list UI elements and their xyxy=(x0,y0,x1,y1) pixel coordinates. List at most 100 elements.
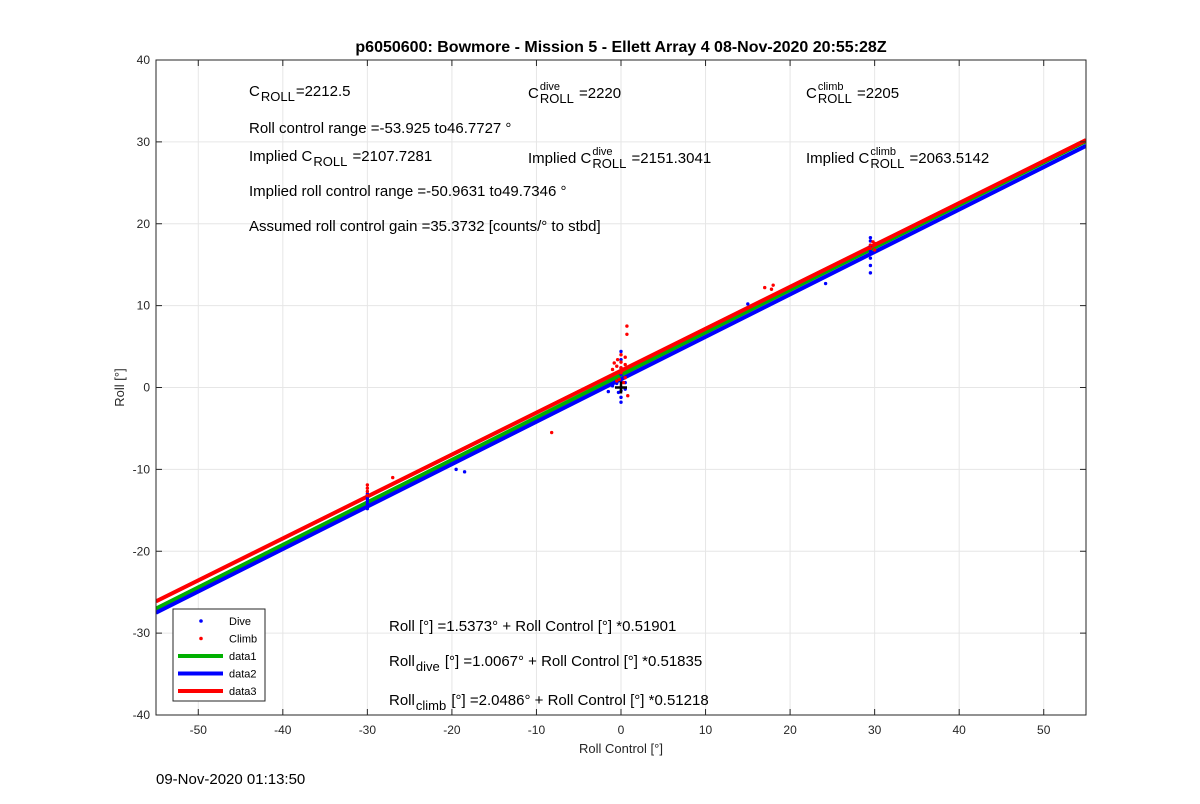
climb-point xyxy=(549,430,554,435)
y-tick-label: 10 xyxy=(137,299,151,313)
climb-point xyxy=(619,371,623,375)
fit-climb-text: Rollclimb [°] =2.0486° + Roll Control [°… xyxy=(389,692,709,713)
climb-point xyxy=(610,373,615,377)
annotations: CROLL=2212.5 Cdive ROLL =2220 Cclimb ROLL =2… xyxy=(249,81,989,713)
legend-label-dive: Dive xyxy=(229,616,251,628)
dive-point xyxy=(868,249,873,254)
y-tick-label: -40 xyxy=(133,708,151,722)
fit-line-data3 xyxy=(156,138,1086,604)
climb-point xyxy=(623,362,627,367)
dive-point xyxy=(615,381,619,386)
axes: -50 -40 -30 -20 -10 0 10 20 30 40 50 -40 -30 -20 -10 0 1… xyxy=(112,39,1087,756)
dive-point xyxy=(606,389,611,394)
x-tick-label: 20 xyxy=(783,723,797,737)
c-roll-climb-text: Cclimb ROLL =2205 xyxy=(806,81,899,106)
implied-c-roll-text: Implied CROLL =2107.7281 xyxy=(249,148,432,169)
dive-point xyxy=(619,395,623,400)
y-tick-label: -30 xyxy=(133,626,151,640)
x-tick-label: -40 xyxy=(274,723,292,737)
x-tick-label: 40 xyxy=(953,723,967,737)
climb-point xyxy=(621,367,626,372)
plot-series xyxy=(156,138,1086,615)
legend-label-data3: data3 xyxy=(229,686,257,698)
dive-point xyxy=(868,271,873,275)
dive-point xyxy=(365,502,370,506)
dive-point xyxy=(365,506,370,511)
climb-point xyxy=(769,287,774,291)
climb-point xyxy=(771,283,775,287)
fit-all-text: Roll [°] =1.5373° + Roll Control [°] *0.… xyxy=(389,618,676,635)
x-tick-label: 0 xyxy=(618,723,625,737)
dive-point xyxy=(619,357,623,362)
fit-dive-text: Rolldive [°] =1.0067° + Roll Control [°]… xyxy=(389,653,702,674)
climb-point xyxy=(621,380,626,385)
y-tick-label: -10 xyxy=(133,462,151,476)
y-tick-label: 20 xyxy=(137,217,151,231)
climb-point xyxy=(365,489,370,494)
climb-point xyxy=(391,475,395,480)
climb-point xyxy=(365,493,370,498)
dive-point xyxy=(868,235,873,240)
dive-point xyxy=(746,302,750,306)
x-tick-label: 50 xyxy=(1037,723,1051,737)
climb-point xyxy=(617,377,622,382)
x-tick-label: -10 xyxy=(528,723,546,737)
c-roll-text: CROLL=2212.5 xyxy=(249,83,350,104)
assumed-gain-text: Assumed roll control gain =35.3732 [coun… xyxy=(249,218,601,235)
y-tick-label: 30 xyxy=(137,135,151,149)
x-tick-label: -50 xyxy=(190,723,208,737)
climb-point xyxy=(615,379,619,383)
x-axis-label: Roll Control [°] xyxy=(579,741,663,756)
chart-title: p6050600: Bowmore - Mission 5 - Ellett A… xyxy=(355,39,886,56)
climb-point xyxy=(868,243,873,247)
dive-point xyxy=(823,281,828,286)
climb-point xyxy=(626,393,630,398)
climb-point xyxy=(365,483,370,487)
dive-point xyxy=(619,349,623,354)
climb-point xyxy=(623,375,627,380)
implied-c-roll-climb-text: Implied Cclimb ROLL =2063.5142 xyxy=(806,146,989,171)
climb-point xyxy=(872,241,877,246)
climb-point xyxy=(365,486,370,490)
dive-point xyxy=(868,256,873,260)
climb-point xyxy=(872,248,877,252)
x-tick-label: 30 xyxy=(868,723,882,737)
climb-point xyxy=(763,285,767,290)
implied-roll-control-range-text: Implied roll control range =-50.9631 to4… xyxy=(249,183,566,200)
dive-point xyxy=(619,400,623,404)
legend-label-climb: Climb xyxy=(229,634,257,646)
legend-swatch-dive xyxy=(199,619,203,623)
x-tick-label: 10 xyxy=(699,723,713,737)
climb-point xyxy=(610,367,615,372)
legend: Dive Climb data1 data2 data3 xyxy=(172,608,266,702)
climb-point xyxy=(619,366,623,370)
climb-point xyxy=(623,355,627,359)
climb-point xyxy=(625,332,629,336)
y-tick-label: 0 xyxy=(143,381,150,395)
climb-point xyxy=(612,361,616,365)
climb-point xyxy=(619,353,623,357)
legend-label-data2: data2 xyxy=(229,669,257,681)
dive-point xyxy=(610,384,615,388)
legend-label-data1: data1 xyxy=(229,651,257,663)
dive-point xyxy=(365,504,370,508)
dive-point xyxy=(462,470,467,474)
climb-point xyxy=(868,246,873,251)
climb-point xyxy=(625,324,629,328)
dive-point xyxy=(365,499,370,504)
x-tick-label: -30 xyxy=(359,723,377,737)
c-roll-dive-text: Cdive ROLL =2220 xyxy=(528,81,621,106)
x-tick-label: -20 xyxy=(443,723,461,737)
plot-clip-group xyxy=(156,138,1086,615)
y-tick-label: 40 xyxy=(137,53,151,67)
dive-point xyxy=(365,497,370,501)
dive-point xyxy=(616,390,621,395)
dive-point xyxy=(454,467,458,472)
roll-control-range-text: Roll control range =-53.925 to46.7727 ° xyxy=(249,120,511,137)
y-tick-label: -20 xyxy=(133,544,151,558)
legend-swatch-climb xyxy=(199,636,203,641)
implied-c-roll-dive-text: Implied Cdive ROLL =2151.3041 xyxy=(528,146,711,171)
climb-point xyxy=(615,357,620,362)
climb-point xyxy=(619,360,623,364)
